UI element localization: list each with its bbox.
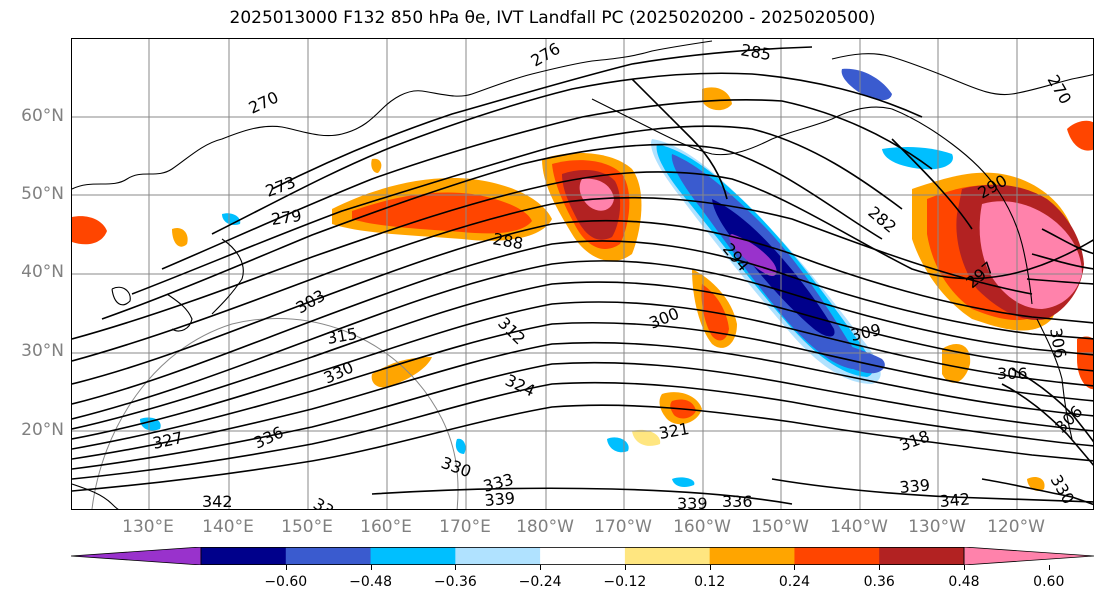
svg-text:339: 339 xyxy=(484,488,516,510)
svg-text:306: 306 xyxy=(1051,402,1086,437)
lon-label-160w: 160°W xyxy=(673,517,731,537)
svg-text:339: 339 xyxy=(899,475,931,497)
coastlines xyxy=(72,40,1093,509)
svg-text:336: 336 xyxy=(310,494,346,510)
lat-label-60n: 60°N xyxy=(21,106,64,126)
svg-text:306: 306 xyxy=(1046,326,1070,359)
lon-label-150e: 150°E xyxy=(281,517,333,537)
lon-label-130w: 130°W xyxy=(908,517,966,537)
colorbar-tick-label: 0.48 xyxy=(948,574,980,590)
lon-label-170w: 170°W xyxy=(594,517,652,537)
colorbar-tick-mark xyxy=(1048,565,1050,570)
colorbar-tick-label: 0.60 xyxy=(1033,574,1065,590)
svg-text:270: 270 xyxy=(246,87,282,117)
svg-text:336: 336 xyxy=(722,492,753,510)
colorbar-tick-label: −0.48 xyxy=(349,574,392,590)
map-panel[interactable]: 285 276 270 270 273 279 282 288 290 297 … xyxy=(71,38,1094,510)
colorbar-tick-label: 0.24 xyxy=(778,574,811,590)
colorbar-tick-mark xyxy=(285,565,287,570)
lat-label-20n: 20°N xyxy=(21,420,64,440)
colorbar-tick-label: −0.36 xyxy=(433,574,477,590)
colorbar-tick-mark xyxy=(624,565,626,570)
graticule xyxy=(72,39,1093,509)
svg-text:342: 342 xyxy=(939,489,971,510)
colorbar-tick-label: −0.60 xyxy=(264,574,308,590)
theta-e-contours xyxy=(72,46,1093,506)
svg-text:303: 303 xyxy=(293,286,329,318)
lon-label-150w: 150°W xyxy=(751,517,809,537)
svg-text:342: 342 xyxy=(202,492,233,510)
svg-text:276: 276 xyxy=(528,39,564,70)
colorbar-tick-mark xyxy=(455,565,457,570)
lon-label-120w: 120°W xyxy=(987,517,1045,537)
map-canvas: 285 276 270 270 273 279 282 288 290 297 … xyxy=(72,39,1093,510)
lon-label-180w: 180°W xyxy=(516,517,574,537)
lon-label-160e: 160°E xyxy=(360,517,412,537)
svg-text:324: 324 xyxy=(502,370,538,400)
colorbar-tick-label: −0.12 xyxy=(603,574,647,590)
colorbar-cell xyxy=(285,547,372,565)
svg-text:339: 339 xyxy=(677,494,708,510)
colorbar-tick-mark xyxy=(964,565,965,570)
colorbar xyxy=(71,547,1094,565)
colorbar-cell xyxy=(370,547,456,565)
colorbar-cell xyxy=(540,547,626,565)
lat-label-40n: 40°N xyxy=(21,262,64,282)
colorbar-tick-label: 0.12 xyxy=(694,574,726,590)
svg-text:285: 285 xyxy=(739,40,772,64)
svg-text:336: 336 xyxy=(251,422,287,452)
lon-label-140w: 140°W xyxy=(830,517,888,537)
svg-text:309: 309 xyxy=(849,320,883,345)
svg-text:279: 279 xyxy=(270,206,303,229)
svg-text:312: 312 xyxy=(494,313,529,348)
map-title: 2025013000 F132 850 hPa θe, IVT Landfall… xyxy=(229,8,876,28)
colorbar-tick-mark xyxy=(540,565,542,570)
svg-text:330: 330 xyxy=(439,453,474,481)
colorbar-cell xyxy=(201,547,287,565)
colorbar-tick-mark xyxy=(370,565,372,570)
colorbar-cell xyxy=(794,547,880,565)
svg-text:321: 321 xyxy=(657,419,690,443)
svg-text:288: 288 xyxy=(491,229,524,253)
svg-text:330: 330 xyxy=(1047,472,1079,508)
lat-label-30n: 30°N xyxy=(21,341,64,361)
lat-label-50n: 50°N xyxy=(21,184,64,204)
svg-text:306: 306 xyxy=(997,364,1028,383)
lon-label-130e: 130°E xyxy=(122,517,174,537)
colorbar-tick-mark xyxy=(794,565,796,570)
svg-text:300: 300 xyxy=(646,304,681,333)
shaded-regions xyxy=(72,68,1093,491)
colorbar-cell xyxy=(709,547,795,565)
svg-text:315: 315 xyxy=(325,324,358,348)
colorbar-tick-label: −0.24 xyxy=(518,574,562,590)
lon-label-140e: 140°E xyxy=(202,517,254,537)
colorbar-tick-mark xyxy=(709,565,711,570)
colorbar-cell xyxy=(455,547,541,565)
svg-text:273: 273 xyxy=(263,172,298,200)
colorbar-cell xyxy=(624,547,711,565)
colorbar-extend-high xyxy=(963,547,1094,565)
colorbar-cell xyxy=(879,547,965,565)
svg-text:270: 270 xyxy=(1044,72,1076,108)
negative-anomaly-purple xyxy=(729,234,777,277)
colorbar-cells xyxy=(71,547,1094,565)
colorbar-tick-mark xyxy=(879,565,881,570)
colorbar-extend-low xyxy=(71,547,202,565)
colorbar-tick-label: 0.36 xyxy=(863,574,895,590)
lon-label-170e: 170°E xyxy=(439,517,491,537)
